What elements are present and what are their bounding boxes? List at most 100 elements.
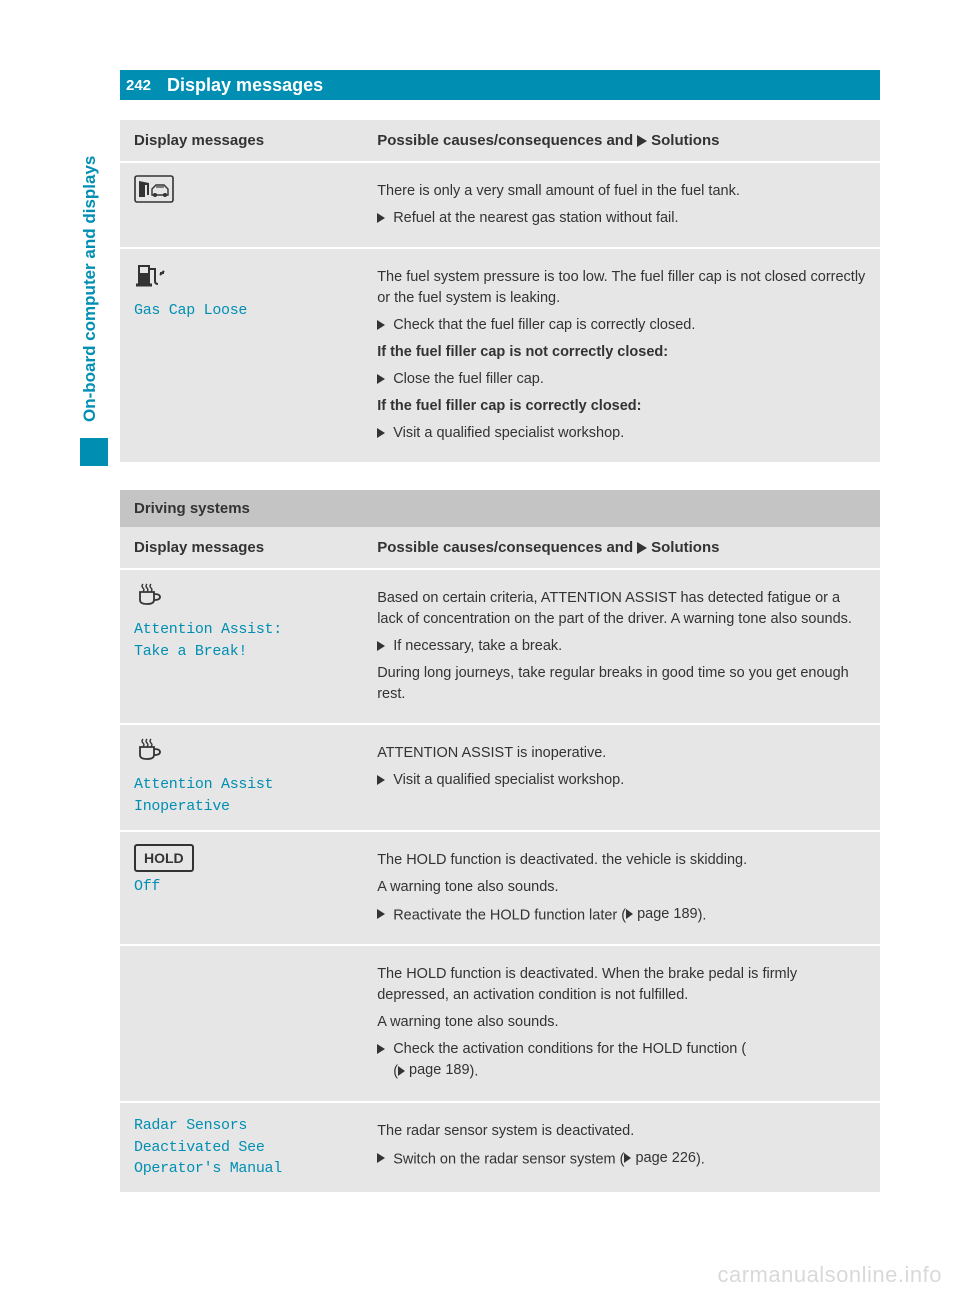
bullet-text: Visit a qualified specialist workshop. xyxy=(393,770,624,791)
bullet-pre: Switch on the radar sensor system ( xyxy=(393,1151,624,1167)
table-row: Gas Cap Loose The fuel system pressure i… xyxy=(120,248,880,462)
body-text: The radar sensor system is deactivated. xyxy=(377,1121,866,1142)
content: Display messages Possible causes/consequ… xyxy=(120,120,880,1192)
watermark: carmanualsonline.info xyxy=(717,1262,942,1288)
bullet-icon xyxy=(377,909,385,919)
triangle-icon xyxy=(637,542,647,554)
table-header-row: Display messages Possible causes/consequ… xyxy=(120,527,880,569)
messages-table-1: Display messages Possible causes/consequ… xyxy=(120,120,880,462)
msg-cell xyxy=(120,945,363,1102)
body-text: During long journeys, take regular break… xyxy=(377,663,866,705)
bullet-text: Switch on the radar sensor system ( page … xyxy=(393,1148,705,1171)
bullet-text: Refuel at the nearest gas station withou… xyxy=(393,208,678,229)
body-text: The fuel system pressure is too low. The… xyxy=(377,267,866,309)
page-number: 242 xyxy=(120,70,157,100)
bullet: Reactivate the HOLD function later ( page… xyxy=(377,904,866,927)
sol-cell: The fuel system pressure is too low. The… xyxy=(363,248,880,462)
body-text: There is only a very small amount of fue… xyxy=(377,181,866,202)
sol-cell: The HOLD function is deactivated. When t… xyxy=(363,945,880,1102)
bullet-pre: Reactivate the HOLD function later ( xyxy=(393,907,626,923)
body-bold: If the fuel filler cap is correctly clos… xyxy=(377,396,866,417)
col-header-solutions: Possible causes/consequences and Solutio… xyxy=(363,527,880,569)
bullet: Visit a qualified specialist workshop. xyxy=(377,423,866,444)
bullet-text: Visit a qualified specialist workshop. xyxy=(393,423,624,444)
bullet: Check the activation conditions for the … xyxy=(377,1039,866,1083)
page-ref-text: page 226 xyxy=(635,1148,695,1169)
bullet: Switch on the radar sensor system ( page … xyxy=(377,1148,866,1171)
display-message: Deactivated See xyxy=(134,1137,349,1159)
sol-cell: There is only a very small amount of fue… xyxy=(363,162,880,248)
display-message: Gas Cap Loose xyxy=(134,300,349,322)
table-row: Attention Assist Inoperative ATTENTION A… xyxy=(120,724,880,831)
bullet-icon xyxy=(377,213,385,223)
sol-header-pre: Possible causes/consequences and xyxy=(377,539,633,556)
bullet: Close the fuel filler cap. xyxy=(377,369,866,390)
bullet-icon xyxy=(377,428,385,438)
sol-cell: The radar sensor system is deactivated. … xyxy=(363,1102,880,1192)
header-bar: 242 Display messages xyxy=(120,70,880,100)
body-bold: If the fuel filler cap is not correctly … xyxy=(377,342,866,363)
display-message: Attention Assist: xyxy=(134,619,349,641)
bullet-text: If necessary, take a break. xyxy=(393,636,562,657)
bullet: Visit a qualified specialist workshop. xyxy=(377,770,866,791)
table-row: The HOLD function is deactivated. When t… xyxy=(120,945,880,1102)
sol-header-post: Solutions xyxy=(651,132,719,149)
display-message: Off xyxy=(134,876,349,898)
body-text: A warning tone also sounds. xyxy=(377,1012,866,1033)
msg-cell xyxy=(120,162,363,248)
page-ref-icon xyxy=(398,1066,405,1076)
coffee-icon xyxy=(134,582,164,608)
col-header-messages: Display messages xyxy=(120,527,363,569)
table-row: Radar Sensors Deactivated See Operator's… xyxy=(120,1102,880,1192)
bullet-text: Check the activation conditions for the … xyxy=(393,1039,746,1083)
page-ref: page 189 xyxy=(626,904,697,925)
display-message: Attention Assist xyxy=(134,774,349,796)
bullet-pre: Check the activation conditions for the … xyxy=(393,1041,746,1057)
msg-cell: Attention Assist Inoperative xyxy=(120,724,363,831)
bullet: Refuel at the nearest gas station withou… xyxy=(377,208,866,229)
sol-header-post: Solutions xyxy=(651,539,719,556)
body-text: Based on certain criteria, ATTENTION ASS… xyxy=(377,588,866,630)
bullet-icon xyxy=(377,374,385,384)
col-header-solutions: Possible causes/consequences and Solutio… xyxy=(363,120,880,162)
sol-cell: The HOLD function is deactivated. the ve… xyxy=(363,831,880,946)
bullet-text: Close the fuel filler cap. xyxy=(393,369,544,390)
table-header-row: Display messages Possible causes/consequ… xyxy=(120,120,880,162)
side-label: On-board computer and displays xyxy=(80,130,100,430)
bullet-text: Reactivate the HOLD function later ( page… xyxy=(393,904,706,927)
fuel-reserve-icon xyxy=(134,175,174,203)
hold-icon: HOLD xyxy=(134,844,194,872)
side-square xyxy=(80,438,108,466)
bullet-icon xyxy=(377,641,385,651)
page-ref-icon xyxy=(624,1153,631,1163)
bullet-post: ). xyxy=(696,1151,705,1167)
page: 242 Display messages Display messages Po… xyxy=(80,70,880,1192)
bullet-post: ). xyxy=(698,907,707,923)
bullet-text: Check that the fuel filler cap is correc… xyxy=(393,315,695,336)
bullet-icon xyxy=(377,1044,385,1054)
msg-cell: Attention Assist: Take a Break! xyxy=(120,569,363,724)
bullet-icon xyxy=(377,320,385,330)
msg-cell: Gas Cap Loose xyxy=(120,248,363,462)
body-text: A warning tone also sounds. xyxy=(377,877,866,898)
page-ref: page 189 xyxy=(398,1060,469,1081)
page-title: Display messages xyxy=(157,75,323,96)
page-ref: page 226 xyxy=(624,1148,695,1169)
page-ref-text: page 189 xyxy=(409,1060,469,1081)
page-ref-text: page 189 xyxy=(637,904,697,925)
messages-table-2: Display messages Possible causes/consequ… xyxy=(120,527,880,1192)
bullet: If necessary, take a break. xyxy=(377,636,866,657)
msg-cell: Radar Sensors Deactivated See Operator's… xyxy=(120,1102,363,1192)
sol-cell: Based on certain criteria, ATTENTION ASS… xyxy=(363,569,880,724)
bullet-icon xyxy=(377,1153,385,1163)
display-message: Take a Break! xyxy=(134,641,349,663)
section-header: Driving systems xyxy=(120,490,880,527)
side-tab: On-board computer and displays xyxy=(80,130,110,470)
page-ref-icon xyxy=(626,909,633,919)
table-row: Attention Assist: Take a Break! Based on… xyxy=(120,569,880,724)
bullet-post: ). xyxy=(470,1064,479,1080)
sol-cell: ATTENTION ASSIST is inoperative. Visit a… xyxy=(363,724,880,831)
display-message: Radar Sensors xyxy=(134,1115,349,1137)
bullet: Check that the fuel filler cap is correc… xyxy=(377,315,866,336)
sol-header-pre: Possible causes/consequences and xyxy=(377,132,633,149)
